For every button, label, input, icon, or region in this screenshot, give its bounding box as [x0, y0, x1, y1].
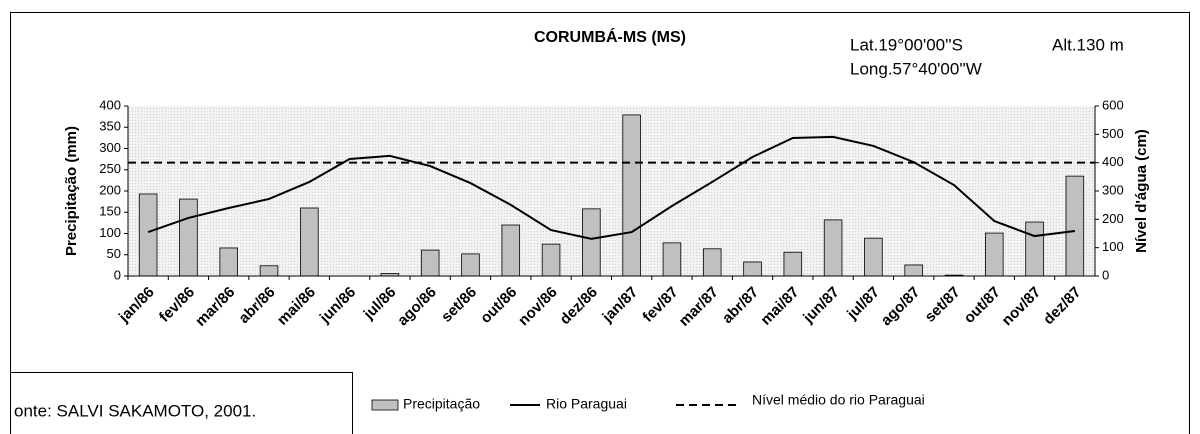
y2-tick-label: 400 [1102, 154, 1124, 169]
bar [501, 224, 521, 277]
legend-swatch [371, 399, 399, 411]
bar [219, 247, 238, 277]
bar [904, 264, 923, 277]
y-tick-label: 300 [99, 140, 121, 155]
x-tick-label: ago/86 [394, 284, 440, 330]
x-tick-label: set/87 [922, 284, 964, 326]
chart-title: CORUMBÁ-MS (MS) [534, 27, 686, 46]
x-tick-label: mar/87 [676, 284, 722, 330]
x-tick-label: jun/86 [316, 284, 359, 327]
x-tick-label: ago/87 [878, 284, 924, 330]
bar [541, 243, 561, 277]
annotation: Lat.19°00'00''S [850, 35, 963, 54]
bar [743, 261, 762, 277]
bar [138, 193, 158, 277]
x-tick-label: abr/86 [235, 284, 278, 327]
bar [702, 248, 722, 277]
legend-label: Precipitação [403, 396, 480, 412]
x-tick-label: mar/86 [192, 284, 238, 330]
y-tick-label: 200 [99, 182, 121, 197]
y2-tick-label: 500 [1102, 126, 1124, 141]
plot-area [128, 106, 1095, 276]
bar [864, 237, 883, 277]
bar [420, 249, 440, 277]
x-tick-label: jan/87 [598, 284, 641, 327]
x-tick-label: set/86 [438, 284, 480, 326]
x-tick-label: jan/86 [115, 284, 158, 327]
x-tick-label: nov/86 [515, 284, 561, 330]
legend-label: Rio Paraguai [546, 396, 627, 412]
x-tick-label: out/86 [477, 284, 520, 327]
bar [662, 242, 682, 277]
bar [1065, 175, 1085, 277]
x-tick-label: dez/87 [1040, 284, 1084, 328]
y2-tick-label: 100 [1102, 239, 1124, 254]
x-tick-label: abr/87 [719, 284, 762, 327]
x-tick-label: mai/87 [757, 284, 802, 329]
bar [461, 253, 480, 277]
y-tick-label: 400 [99, 97, 121, 112]
x-tick-label: out/87 [961, 284, 1004, 327]
line [147, 135, 1075, 240]
y-tick-label: 350 [99, 119, 121, 134]
x-tick-label: nov/87 [999, 284, 1045, 330]
source: onte: SALVI SAKAMOTO, 2001. [14, 401, 256, 420]
bar [1025, 221, 1044, 277]
x-tick-label: fev/86 [156, 284, 198, 326]
bar [985, 232, 1004, 277]
frame [10, 12, 1190, 434]
y2-axis-label: Nível d'água (cm) [1133, 129, 1150, 253]
y2-tick-label: 300 [1102, 182, 1124, 197]
bar [582, 208, 601, 277]
bar [179, 198, 198, 277]
y-tick-label: 250 [99, 161, 121, 176]
bar [783, 251, 803, 277]
y-axis-label: Precipitação (mm) [63, 126, 80, 256]
source-box [10, 372, 353, 434]
x-tick-label: jun/87 [799, 284, 842, 327]
annotation: Alt.130 m [1052, 35, 1124, 54]
y2-tick-label: 0 [1102, 267, 1109, 282]
y2-tick-label: 200 [1102, 211, 1124, 226]
annotation: Long.57°40'00''W [850, 59, 982, 78]
bar [622, 114, 641, 277]
x-tick-label: mai/86 [274, 284, 319, 329]
bar [823, 219, 843, 277]
y2-tick-label: 600 [1102, 97, 1124, 112]
legend-label: Nível médio do rio Paraguai [752, 392, 925, 408]
y-tick-label: 100 [99, 225, 121, 240]
x-tick-label: fev/87 [639, 284, 681, 326]
y-tick-label: 150 [99, 204, 121, 219]
x-tick-label: dez/86 [557, 284, 601, 328]
bar [259, 265, 279, 277]
bar [300, 207, 319, 277]
y-tick-label: 0 [114, 267, 121, 282]
y-tick-label: 50 [107, 246, 121, 261]
